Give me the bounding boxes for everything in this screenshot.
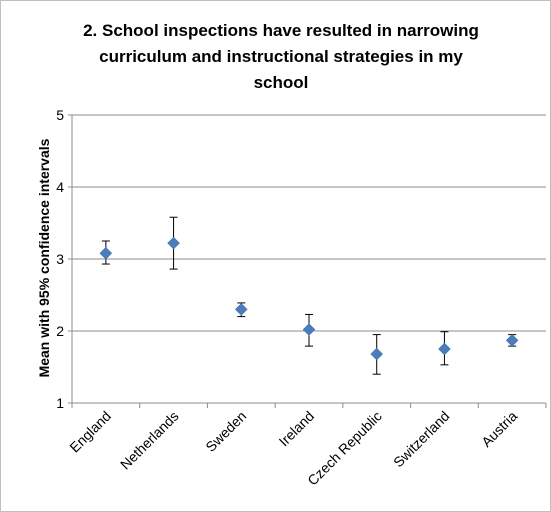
x-tick-label-austria: Austria bbox=[478, 408, 520, 450]
x-tick-label-ireland: Ireland bbox=[276, 408, 318, 450]
error-bars bbox=[101, 216, 517, 375]
y-tick-label-4: 4 bbox=[56, 179, 64, 195]
y-tick-label-1: 1 bbox=[56, 395, 64, 411]
data-points bbox=[99, 236, 519, 361]
data-point-sweden bbox=[234, 303, 248, 316]
y-tick-label-2: 2 bbox=[56, 323, 64, 339]
data-point-czech-republic bbox=[370, 347, 384, 361]
y-tick-label-3: 3 bbox=[56, 251, 64, 267]
data-point-ireland bbox=[302, 323, 316, 336]
data-point-switzerland bbox=[438, 342, 451, 356]
x-tick-label-netherlands: Netherlands bbox=[117, 408, 182, 473]
data-point-netherlands bbox=[167, 236, 180, 250]
x-tick-label-sweden: Sweden bbox=[202, 408, 249, 455]
data-point-austria bbox=[505, 334, 519, 347]
gridlines bbox=[72, 114, 546, 404]
x-tick-label-england: England bbox=[66, 408, 114, 456]
axes bbox=[68, 114, 547, 408]
y-axis-label: Mean with 95% confidence intervals bbox=[36, 138, 52, 377]
y-tick-label-5: 5 bbox=[56, 107, 64, 123]
chart-title-line-1: 2. School inspections have resulted in n… bbox=[83, 21, 479, 40]
y-tick-labels: 1 2 3 4 5 bbox=[56, 107, 64, 411]
x-tick-label-switzerland: Switzerland bbox=[390, 408, 452, 470]
data-point-england bbox=[99, 246, 113, 260]
chart-title-line-2: curriculum and instructional strategies … bbox=[99, 47, 463, 66]
chart-title-line-3: school bbox=[254, 73, 309, 92]
chart-title: 2. School inspections have resulted in n… bbox=[83, 21, 479, 92]
